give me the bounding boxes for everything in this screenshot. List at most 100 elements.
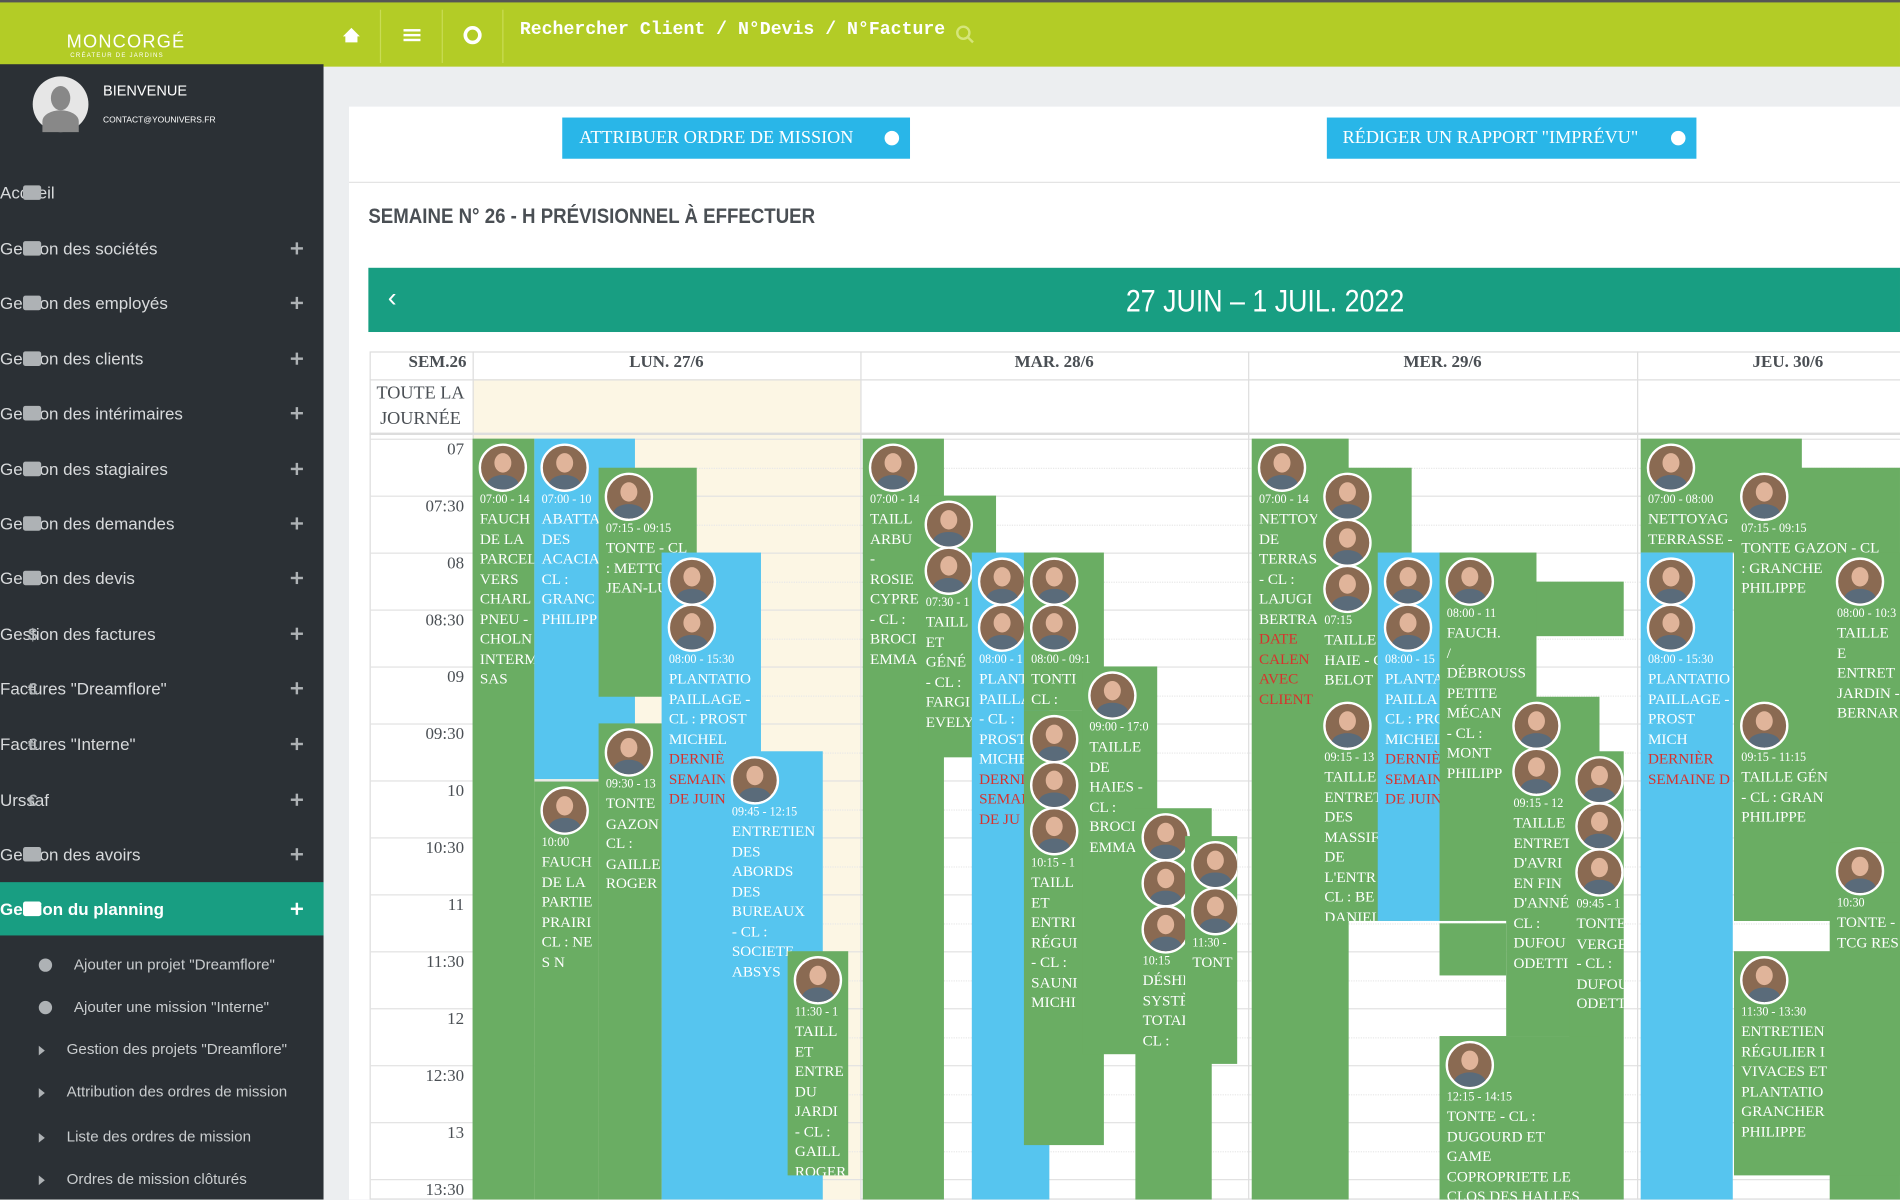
event[interactable]: 09:30 - 13 TONTE GAZON CL : GAILLE ROGER: [598, 723, 662, 1200]
event-text: 09:45 - 12:15: [731, 805, 798, 820]
menu-item[interactable]: $ Gestion des factures: [0, 607, 324, 661]
event-text: CL :: [541, 570, 569, 588]
expand-icon: [290, 607, 303, 661]
menu-item[interactable]: Gestion des clients: [0, 332, 324, 386]
event-text: ENTRET: [1513, 834, 1572, 852]
event-text: PLANTA: [1385, 670, 1444, 688]
employee-avatar: [1835, 557, 1885, 606]
event-text: DES: [541, 530, 571, 548]
event-text: 09:00 - 17:0: [1089, 720, 1149, 735]
submenu-item[interactable]: Liste des ordres de mission: [0, 1127, 324, 1149]
menu-item[interactable]: Gestion des avoirs: [0, 827, 324, 881]
search-icon[interactable]: [955, 24, 974, 44]
event[interactable]: 09:15 - 11:15 TAILLE GÉN - CL : GRAN PHILIP…: [1733, 696, 1830, 921]
event[interactable]: [1439, 923, 1507, 976]
event-text: RÉGULIER I: [1741, 1042, 1825, 1060]
event[interactable]: 08:00 - 09:1 TONTI CL :: [1023, 552, 1104, 711]
menu-icon: [23, 570, 42, 586]
event[interactable]: 12:15 - 14:15 TONTE - CL : DUGOURD ET GAME C…: [1439, 1036, 1600, 1200]
event-text: CL :: [1513, 914, 1541, 932]
menu-item[interactable]: Gestion des devis: [0, 551, 324, 605]
event[interactable]: 07:00 - 14 FAUCH DE LA PARCEL VERS CHARL PNEU …: [472, 438, 535, 1200]
event-text: ROGER: [794, 1162, 847, 1176]
settings-icon[interactable]: [463, 26, 482, 45]
day-header: MAR. 28/6: [1014, 353, 1094, 373]
menu-item[interactable]: Gestion du planning: [0, 882, 324, 936]
menu-item[interactable]: € Factures "Interne": [0, 717, 324, 771]
time-label: 13: [447, 1124, 465, 1143]
employee-avatar: [667, 603, 717, 652]
calendar-header: ‹ 27 JUIN – 1 JUIL. 2022: [368, 267, 1900, 333]
menu-item[interactable]: Gestion des demandes: [0, 496, 324, 551]
list-icon[interactable]: [403, 29, 421, 42]
half-line: [472, 637, 1900, 640]
event-text: - CL :: [1446, 724, 1483, 741]
event-text: DANIEL: [1324, 908, 1381, 921]
event[interactable]: 11:30 - TONT: [1185, 836, 1238, 1064]
event-text: D'ANNÉ: [1513, 894, 1570, 912]
assign-button[interactable]: ATTRIBUER ORDRE DE MISSION: [562, 117, 911, 159]
event-text: CL :: [1089, 797, 1117, 815]
expand-icon: [290, 496, 303, 551]
button-label: ATTRIBUER ORDRE DE MISSION: [579, 128, 854, 148]
column-line: [1248, 351, 1250, 1200]
menu-label: Urssaf: [0, 790, 50, 810]
event-text: 09:15 - 12: [1513, 797, 1564, 811]
event-text: BERTRA: [1258, 610, 1318, 628]
submenu-item[interactable]: Gestion des projets "Dreamflore": [0, 1040, 324, 1062]
event-text: PLANT: [979, 670, 1028, 688]
event-text: 11:30 - 1: [794, 1005, 839, 1020]
report-button[interactable]: RÉDIGER UN RAPPORT "IMPRÉVU": [1326, 117, 1697, 159]
submenu-item[interactable]: Ajouter un projet "Dreamflore": [0, 955, 324, 977]
event-text: VIVACES ET: [1741, 1062, 1828, 1080]
submenu-item[interactable]: Attribution des ordres de mission: [0, 1082, 324, 1104]
column-line: [860, 351, 862, 1200]
event-text: DÉBROUSS: [1446, 664, 1526, 681]
event-text: PROST MICH: [1647, 710, 1695, 748]
menu-item[interactable]: Gestion des intérimaires: [0, 386, 324, 440]
event-text: PLANTATIO: [1741, 1082, 1824, 1100]
brand-sub: CRÉATEUR DE JARDINS: [70, 52, 164, 60]
hour-line: [369, 1122, 1900, 1124]
menu-item[interactable]: Gestion des employés: [0, 276, 324, 330]
event-text: 07:15 - 09:15: [605, 522, 672, 536]
event-text: BERNAR: [1836, 704, 1899, 721]
expand-icon: [290, 442, 303, 496]
event-text: DE: [1324, 848, 1345, 866]
event-text: TAILLE: [1513, 814, 1566, 832]
event[interactable]: 11:30 - 1 TAILL ET ENTRE DU JARDI - CL : GAILL R…: [787, 951, 849, 1176]
event-text: - CL :: [731, 922, 768, 940]
event[interactable]: 08:00 - 15:30 PLANTATIO PAILLAGE - PROST MI…: [1640, 552, 1733, 1200]
event[interactable]: 08:00 - 10:3 TAILLE E ENTRET JARDIN - BERNAR: [1829, 552, 1900, 843]
menu-icon: [23, 516, 42, 531]
submenu-item[interactable]: Ordres de mission clôturés: [0, 1169, 324, 1191]
search-input[interactable]: Rechercher Client / N°Devis / N°Facture: [519, 19, 946, 40]
email[interactable]: CONTACT@YOUNIVERS.FR: [102, 116, 216, 125]
event-text: ABORDS: [731, 862, 794, 880]
event-text: 09:15 - 13: [1324, 751, 1375, 765]
menu-item[interactable]: Gestion des sociétés: [0, 221, 324, 276]
event[interactable]: 11:30 - 13:30 ENTRETIEN RÉGULIER I VIVACES …: [1733, 951, 1900, 1176]
event[interactable]: 10:00 FAUCH DE LA PARTIE PRAIRI CL : NE S N: [534, 781, 599, 1200]
home-icon[interactable]: [342, 27, 360, 43]
prev-button[interactable]: ‹: [387, 282, 397, 313]
event-text: GAILLE: [605, 854, 661, 872]
menu-label: Gestion des intérimaires: [0, 403, 183, 423]
menu-item[interactable]: € Urssaf: [0, 773, 324, 827]
menu-item[interactable]: € Factures "Dreamflore": [0, 661, 324, 715]
menu-label: Gestion des demandes: [0, 513, 175, 534]
menu-item[interactable]: Gestion des stagiaires: [0, 442, 324, 496]
event-text: TAILLE: [1324, 768, 1377, 786]
expand-icon: [290, 221, 303, 276]
submenu-item[interactable]: Ajouter une mission "Interne": [0, 997, 324, 1019]
event-text: DES: [1324, 808, 1354, 826]
event-text: DE LA: [479, 530, 525, 548]
event-text: SYSTÈ: [1142, 991, 1189, 1009]
event-text: FAUCH.: [1446, 624, 1501, 642]
event-text: MICHEL: [668, 730, 727, 748]
employee-avatar: [540, 443, 589, 492]
event-text: PLANTATIO: [1647, 670, 1731, 688]
event-text: GAZON: [605, 814, 659, 832]
menu-item[interactable]: Accueil: [0, 166, 324, 219]
employee-avatar: [1740, 956, 1789, 1005]
